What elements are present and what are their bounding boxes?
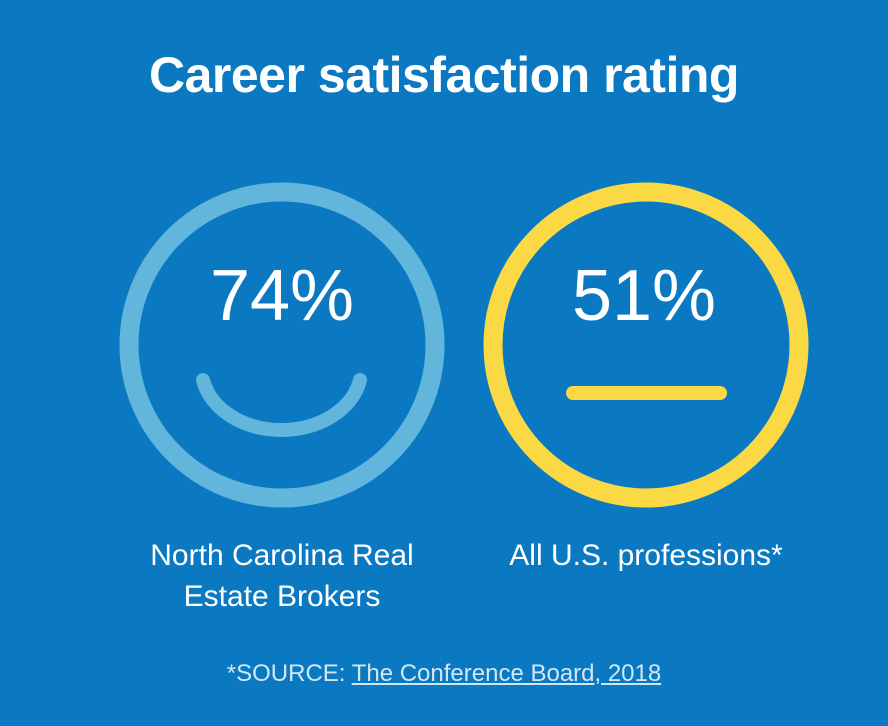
source: *SOURCE: The Conference Board, 2018 — [0, 660, 888, 688]
face-circle — [483, 182, 809, 508]
percent: 51% — [572, 256, 716, 336]
source-prefix: *SOURCE: — [226, 660, 346, 687]
title: Career satisfaction rating — [149, 47, 739, 103]
item-label: North Carolina Real Estate Brokers — [150, 539, 414, 613]
smile — [196, 373, 367, 438]
face-circle — [119, 182, 445, 508]
source-link[interactable]: The Conference Board, 2018 — [351, 660, 662, 687]
percent: 74% — [210, 256, 354, 336]
item-label: All U.S. professions* — [509, 539, 783, 572]
